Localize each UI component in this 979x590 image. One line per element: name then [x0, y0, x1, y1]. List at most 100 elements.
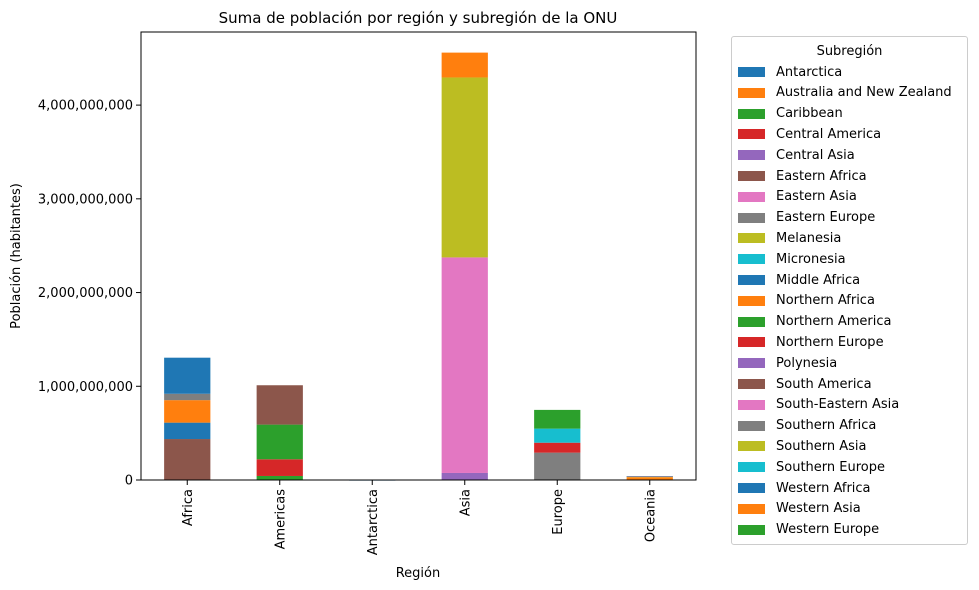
legend-label: Caribbean	[776, 106, 843, 122]
x-axis-label: Región	[396, 566, 441, 581]
legend-item: Western Europe	[738, 520, 879, 540]
legend-swatch	[738, 295, 765, 306]
legend-label: Australia and New Zealand	[776, 85, 952, 101]
bar-segment-oceania-polynesia	[626, 476, 673, 477]
legend-label: Western Europe	[776, 522, 880, 538]
legend-swatch	[738, 503, 765, 514]
y-tick-label: 3,000,000,000	[38, 192, 133, 207]
x-tick-label-europe: Europe	[551, 489, 566, 535]
legend-label: South-Eastern Asia	[776, 397, 900, 413]
legend-label: Northern America	[776, 314, 892, 330]
legend-swatch	[738, 129, 765, 140]
legend-item: Eastern Europe	[738, 208, 875, 228]
legend-swatch	[738, 358, 765, 369]
x-tick-label-antarctica: Antarctica	[366, 489, 381, 555]
bar-segment-americas-central-america	[256, 459, 303, 476]
legend-item: Central America	[738, 124, 881, 144]
bar-segment-americas-caribbean	[256, 475, 303, 480]
legend-item: Antarctica	[738, 62, 842, 82]
legend-item: Middle Africa	[738, 270, 860, 290]
legend-label: Southern Asia	[776, 438, 867, 454]
legend-item: Melanesia	[738, 228, 841, 248]
bar-segment-africa-eastern-africa	[164, 439, 211, 480]
legend-item: Western Africa	[738, 478, 871, 498]
legend-label: Eastern Asia	[776, 189, 857, 205]
legend-swatch	[738, 441, 765, 452]
legend-label: Eastern Africa	[776, 168, 867, 184]
legend-item: Central Asia	[738, 145, 855, 165]
bar-segment-oceania-australia-and-new-zealand	[626, 477, 673, 480]
legend-swatch	[738, 191, 765, 202]
legend-item: Eastern Asia	[738, 187, 857, 207]
legend-item: South-Eastern Asia	[738, 395, 899, 415]
y-tick-label: 1,000,000,000	[38, 380, 133, 395]
legend-swatch	[738, 483, 765, 493]
legend-swatch	[738, 524, 765, 535]
bar-segment-europe-northern-europe	[534, 442, 581, 453]
x-tick-label-asia: Asia	[458, 489, 473, 516]
legend-swatch	[738, 275, 765, 285]
legend-label: Antarctica	[776, 64, 843, 80]
legend-item: Southern Europe	[738, 457, 885, 477]
y-axis-label: Población (habitantes)	[9, 183, 24, 329]
bar-segment-americas-northern-america	[256, 424, 303, 460]
legend-label: Western Asia	[776, 501, 861, 517]
bar-segment-africa-western-africa	[164, 357, 211, 394]
legend-item: Western Asia	[738, 499, 861, 519]
x-tick-label-africa: Africa	[181, 489, 196, 526]
legend-swatch	[738, 399, 765, 410]
bar-segment-americas-south-america	[256, 385, 303, 425]
legend-item: Southern Africa	[738, 416, 876, 436]
legend-swatch	[738, 337, 765, 348]
legend-swatch	[738, 150, 765, 161]
legend-item: Polynesia	[738, 353, 837, 373]
legend-swatch	[738, 420, 765, 431]
legend-label: Northern Europe	[776, 334, 884, 350]
chart-title: Suma de población por región y subregión…	[219, 9, 618, 27]
bar-segment-africa-southern-africa	[164, 393, 211, 401]
legend-label: Middle Africa	[776, 272, 861, 288]
legend-swatch	[738, 316, 765, 327]
legend-label: Western Africa	[776, 480, 871, 496]
legend-swatch	[738, 212, 765, 223]
bar-segment-europe-eastern-europe	[534, 452, 581, 480]
legend-item: Southern Asia	[738, 436, 867, 456]
legend-item: Northern Africa	[738, 291, 875, 311]
legend-label: Micronesia	[776, 251, 846, 267]
legend-item: Northern Europe	[738, 332, 884, 352]
legend-label: South America	[776, 376, 872, 392]
legend-item: Australia and New Zealand	[738, 83, 952, 103]
legend-swatch	[738, 67, 765, 77]
bar-segment-asia-western-asia	[441, 52, 488, 78]
legend-swatch	[738, 254, 765, 265]
bar-segment-africa-northern-africa	[164, 400, 211, 423]
legend-swatch	[738, 462, 765, 473]
bar-segment-asia-central-asia	[441, 472, 488, 480]
legend-title: Subregión	[816, 44, 883, 59]
bar-segment-africa-middle-africa	[164, 422, 211, 440]
legend-swatch	[738, 379, 765, 389]
y-axis: 0 1,000,000,000 2,000,000,000 3,000,000,000…	[38, 99, 141, 489]
legend-label: Southern Europe	[776, 459, 885, 475]
x-tick-label-oceania: Oceania	[643, 489, 658, 542]
legend-label: Central Asia	[776, 147, 855, 163]
x-tick-label-americas: Americas	[273, 489, 288, 550]
x-axis: Africa Americas Antarctica Asia Europe Oceani…	[181, 480, 658, 555]
legend-swatch	[738, 87, 765, 98]
y-tick-label: 2,000,000,000	[38, 286, 133, 301]
legend-swatch	[738, 171, 765, 181]
y-tick-label: 0	[125, 474, 133, 489]
bar-segment-europe-southern-europe	[534, 428, 581, 443]
bar-segment-asia-southern-asia	[441, 77, 488, 258]
bar-segment-asia-eastern-asia	[441, 257, 488, 473]
legend-item: South America	[738, 374, 872, 394]
legend-item: Northern America	[738, 312, 891, 332]
legend-label: Central America	[776, 126, 882, 142]
legend: Subregión Antarctica Australia and New Ze…	[731, 36, 968, 545]
legend-label: Melanesia	[776, 230, 842, 246]
legend-label: Southern Africa	[776, 418, 877, 434]
legend-item: Caribbean	[738, 104, 843, 124]
legend-label: Northern Africa	[776, 293, 875, 309]
y-tick-label: 4,000,000,000	[38, 99, 133, 114]
